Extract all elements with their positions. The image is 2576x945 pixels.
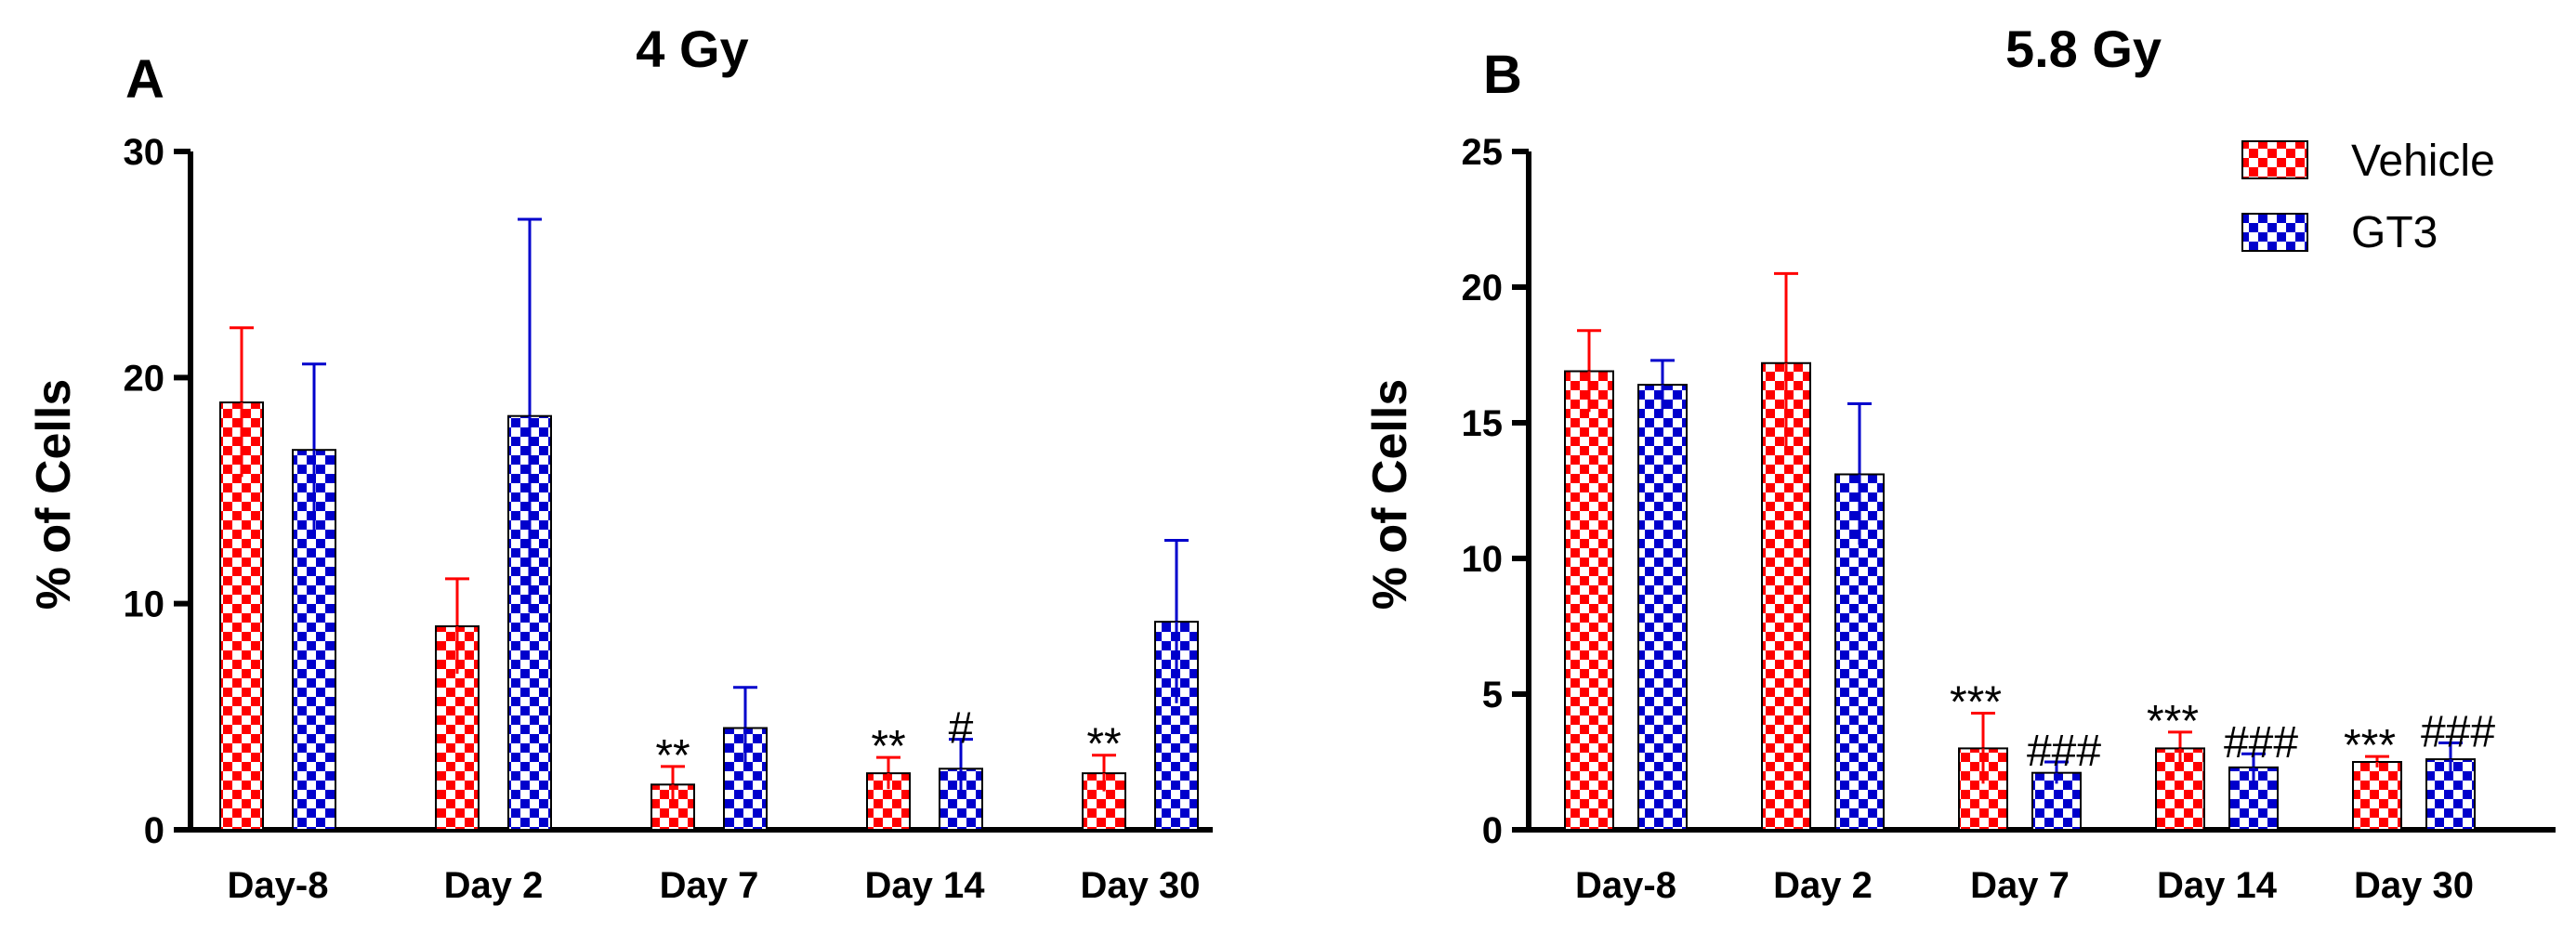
significance-mark-vehicle: *** (2344, 721, 2396, 770)
y-tick-label-a: 20 (124, 358, 165, 399)
chart-title-b: 5.8 Gy (2005, 20, 2162, 78)
significance-mark-vehicle: *** (2147, 697, 2199, 746)
x-tick-label-b: Day-8 (1575, 865, 1676, 906)
x-tick-label-a: Day 7 (660, 865, 759, 906)
y-axis-label-b: % of Cells (1363, 379, 1417, 610)
bar-vehicle (435, 625, 480, 831)
bar-vehicle (1958, 747, 2008, 832)
legend-swatch-gt3 (2241, 213, 2308, 252)
legend-label-gt3: GT3 (2351, 208, 2438, 257)
legend-item-gt3: GT3 (2241, 208, 2438, 257)
x-tick-label-b: Day 2 (1773, 865, 1873, 906)
y-tick-label-b: 20 (1462, 268, 1504, 308)
y-tick-label-b: 0 (1482, 810, 1503, 851)
bar-vehicle (2352, 761, 2402, 831)
bar-gt3 (1637, 384, 1688, 831)
bar-vehicle (866, 772, 911, 832)
legend: Vehicle GT3 (2241, 137, 2495, 257)
significance-mark-vehicle: ** (1086, 720, 1121, 769)
y-tick-label-a: 0 (144, 810, 164, 851)
y-tick-label-a: 10 (124, 584, 165, 625)
panel-a: A 4 Gy % of Cells 0 10 20 30 Day-8 Day 2 Day 7… (27, 20, 1213, 906)
significance-mark-vehicle: ** (871, 722, 905, 771)
x-tick-label-b: Day 14 (2157, 865, 2278, 906)
x-tick-label-a: Day 14 (865, 865, 986, 906)
x-tick-label-a: Day-8 (228, 865, 329, 906)
x-tick-label-a: Day 30 (1081, 865, 1201, 906)
significance-mark-vehicle: *** (1950, 677, 2002, 727)
significance-mark-gt3: ### (2421, 708, 2495, 757)
y-tick-label-b: 25 (1462, 132, 1504, 173)
legend-item-vehicle: Vehicle (2241, 137, 2495, 186)
x-tick-label-a: Day 2 (444, 865, 544, 906)
significance-mark-gt3: # (949, 704, 974, 754)
bar-vehicle (651, 783, 695, 831)
significance-mark-gt3: ### (2224, 718, 2298, 768)
y-axis-label-a: % of Cells (27, 379, 81, 610)
legend-label-vehicle: Vehicle (2351, 137, 2495, 186)
significance-mark-gt3: ### (2027, 727, 2101, 776)
bar-vehicle (1564, 370, 1614, 831)
panel-letter-b: B (1483, 45, 1522, 105)
y-tick-label-b: 5 (1482, 675, 1503, 715)
significance-mark-vehicle: ** (655, 731, 690, 781)
panel-b: B 5.8 Gy % of Cells Vehicle GT3 0 5 10 15 20… (1363, 20, 2556, 906)
x-tick-label-b: Day 7 (1970, 865, 2070, 906)
panel-letter-a: A (125, 49, 164, 110)
x-tick-label-b: Day 30 (2354, 865, 2474, 906)
chart-title-a: 4 Gy (636, 20, 748, 78)
legend-swatch-vehicle (2241, 140, 2308, 179)
y-tick-label-b: 15 (1462, 403, 1504, 444)
y-tick-label-b: 10 (1462, 539, 1504, 580)
y-tick-label-a: 30 (124, 132, 165, 173)
